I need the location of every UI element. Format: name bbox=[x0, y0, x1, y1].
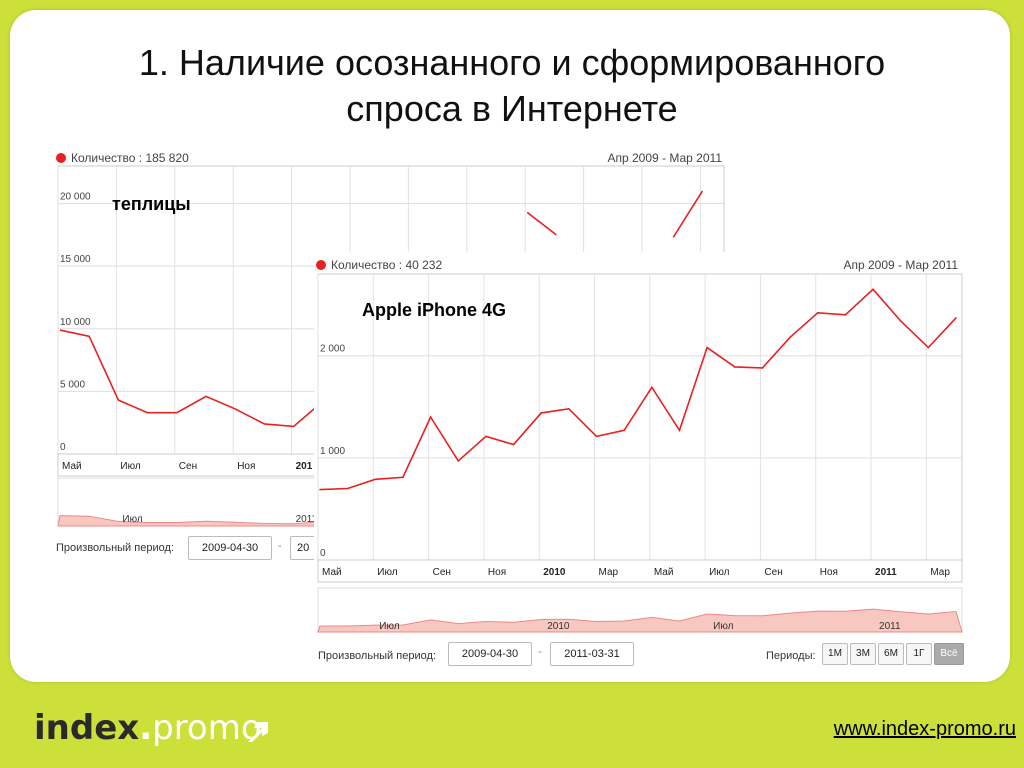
data-point bbox=[733, 366, 736, 368]
y-tick-label: 15 000 bbox=[60, 254, 91, 265]
y-tick-label: 0 bbox=[320, 548, 326, 559]
x-tick-label: Мар bbox=[930, 567, 950, 578]
y-tick-label: 1 000 bbox=[320, 446, 345, 457]
chart-back-date-from[interactable]: 2009-04-30 bbox=[188, 536, 272, 560]
period-button-3m[interactable]: 3М bbox=[850, 643, 876, 665]
x-tick-label: Мар bbox=[599, 567, 619, 578]
data-point bbox=[844, 314, 847, 316]
data-point bbox=[872, 288, 874, 291]
logo-index-text: index bbox=[34, 708, 140, 748]
data-point bbox=[927, 346, 930, 349]
x-tick-label: Май bbox=[322, 567, 342, 578]
website-link[interactable]: www.index-promo.ru bbox=[833, 718, 1016, 740]
y-tick-label: 20 000 bbox=[60, 192, 91, 203]
logo-promo-text: promo bbox=[152, 708, 262, 748]
series-line-fragment bbox=[672, 190, 704, 238]
x-tick-label: 201 bbox=[296, 461, 313, 472]
chart-front-count: Количество : 40 232 bbox=[331, 258, 443, 272]
data-point bbox=[761, 367, 764, 369]
x-tick-label: 2011 bbox=[875, 567, 897, 578]
data-point bbox=[623, 429, 625, 432]
data-point bbox=[595, 435, 598, 438]
x-tick-label: Май bbox=[654, 567, 674, 578]
data-point bbox=[568, 408, 570, 410]
y-tick-label: 2 000 bbox=[320, 344, 345, 355]
slide-title-line-2: спроса в Интернете bbox=[346, 88, 678, 129]
logo-dot-text: . bbox=[139, 708, 153, 748]
chart-front-custom-period-label: Произвольный период: bbox=[318, 650, 436, 662]
chart-front-date-dash: - bbox=[538, 646, 542, 658]
chart-back-count: Количество : 185 820 bbox=[71, 151, 189, 165]
data-point bbox=[899, 320, 902, 322]
chart-front-panel: Количество : 40 232 Апр 2009 - Мар 2011 … bbox=[314, 252, 966, 676]
navigator-label: Июл bbox=[713, 621, 733, 632]
x-tick-label: Июл bbox=[709, 567, 729, 578]
period-button-6m[interactable]: 6М bbox=[878, 643, 904, 665]
data-point bbox=[789, 336, 791, 339]
logo-arrow-icon bbox=[248, 722, 268, 742]
data-point bbox=[485, 435, 487, 438]
x-tick-label: Сен bbox=[764, 567, 782, 578]
index-promo-logo: index.promo bbox=[34, 708, 262, 748]
chart-front-periods-label: Периоды: bbox=[766, 650, 816, 662]
chart-back-date-dash: - bbox=[278, 540, 282, 552]
y-tick-label: 5 000 bbox=[60, 379, 85, 390]
x-tick-label: Ноя bbox=[820, 567, 838, 578]
x-tick-label: Ноя bbox=[237, 461, 255, 472]
period-button-1m[interactable]: 1М bbox=[822, 643, 848, 665]
chart-front-period: Апр 2009 - Мар 2011 bbox=[843, 258, 959, 272]
navigator-label: 2011 bbox=[296, 514, 318, 525]
x-tick-label: Сен bbox=[179, 461, 197, 472]
navigator-area bbox=[317, 608, 963, 633]
data-point bbox=[955, 317, 957, 319]
chart-front-plot-area bbox=[317, 273, 963, 561]
data-point bbox=[816, 312, 819, 314]
period-button-all[interactable]: Всё bbox=[934, 643, 964, 665]
data-point bbox=[374, 478, 377, 481]
x-tick-label: Сен bbox=[433, 567, 451, 578]
navigator-label: Июл bbox=[122, 514, 142, 525]
navigator-label: 2010 bbox=[547, 621, 570, 632]
slide-title-line-1: 1. Наличие осознанного и сформированного bbox=[138, 42, 886, 83]
x-tick-label: Ноя bbox=[488, 567, 506, 578]
navigator-label: 2011 bbox=[879, 621, 901, 632]
data-point bbox=[429, 416, 432, 418]
chart-back-custom-period-label: Произвольный период: bbox=[56, 542, 174, 554]
x-tick-label: Май bbox=[62, 461, 82, 472]
y-tick-label: 0 bbox=[60, 442, 66, 453]
data-point bbox=[651, 386, 653, 389]
data-point bbox=[346, 487, 349, 490]
chart-front-date-from[interactable]: 2009-04-30 bbox=[448, 642, 532, 666]
chart-back-keyword: теплицы bbox=[112, 194, 191, 214]
legend-dot-icon bbox=[316, 260, 326, 270]
series-line-apple-iphone bbox=[319, 288, 957, 491]
chart-front-date-to[interactable]: 2011-03-31 bbox=[550, 642, 634, 666]
data-point bbox=[402, 476, 404, 479]
x-tick-label: 2010 bbox=[543, 567, 566, 578]
x-axis-band bbox=[317, 559, 963, 583]
x-tick-label: Июл bbox=[377, 567, 397, 578]
legend-dot-icon bbox=[56, 153, 66, 163]
data-point bbox=[319, 488, 321, 491]
chart-front-plot: 0 1 000 2 000 Май Июл Сен Ноя 2010 Мар Май Июл Сен Н… bbox=[317, 273, 963, 633]
period-button-1y[interactable]: 1Г bbox=[906, 643, 932, 665]
chart-front-legend: Количество : 40 232 bbox=[316, 258, 442, 272]
data-point bbox=[706, 346, 708, 349]
x-tick-label: Июл bbox=[120, 461, 140, 472]
data-point bbox=[457, 460, 460, 462]
data-point bbox=[540, 412, 543, 414]
chart-back-legend: Количество : 185 820 bbox=[56, 151, 189, 165]
data-point bbox=[678, 429, 681, 432]
chart-back-period: Апр 2009 - Мар 2011 bbox=[607, 151, 723, 165]
series-line-teplitsy bbox=[59, 329, 324, 428]
data-point bbox=[512, 443, 515, 446]
navigator-label: Июл bbox=[379, 621, 399, 632]
series-line-fragment bbox=[526, 211, 557, 236]
chart-front-keyword: Apple iPhone 4G bbox=[362, 300, 507, 320]
slide-title: 1. Наличие осознанного и сформированного… bbox=[40, 40, 984, 132]
y-tick-label: 10 000 bbox=[60, 317, 91, 328]
